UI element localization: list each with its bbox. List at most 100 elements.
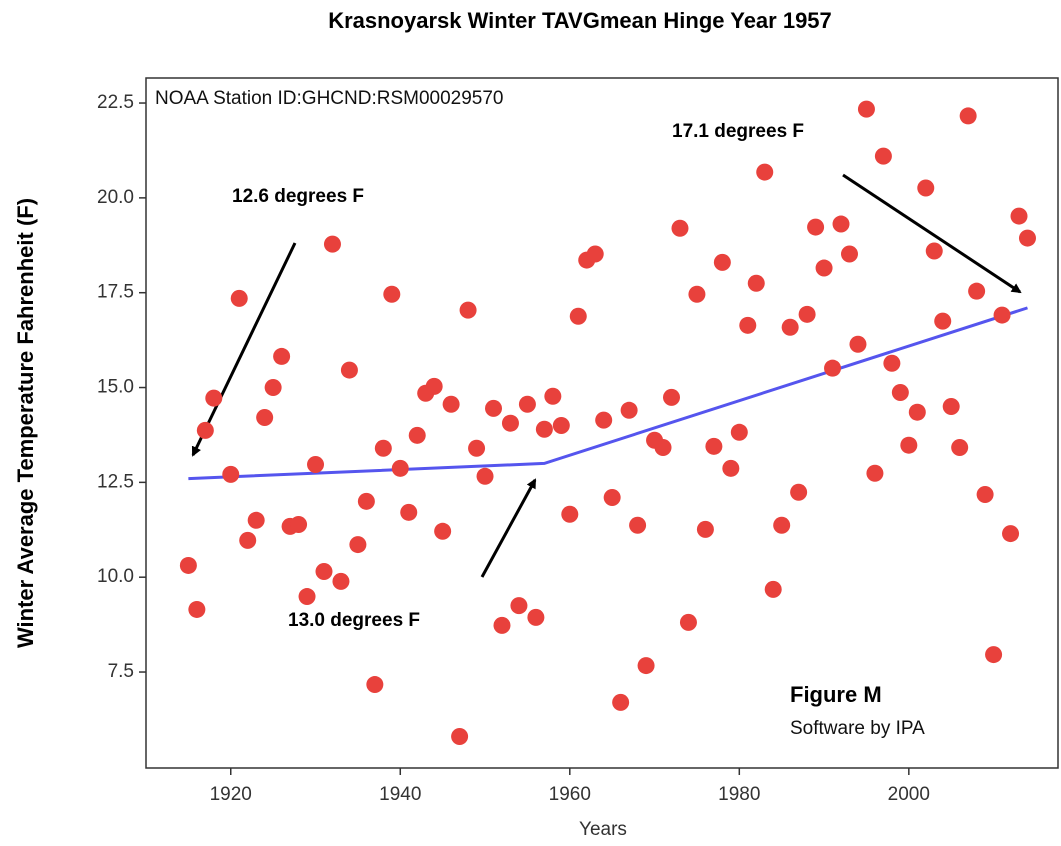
data-point (383, 285, 401, 303)
data-point (323, 235, 341, 253)
x-tick-label: 1940 (379, 784, 421, 805)
y-axis-label: Winter Average Temperature Fahrenheit (F… (13, 198, 38, 648)
data-point (968, 282, 986, 300)
data-point (535, 420, 553, 438)
x-axis-label: Years (579, 819, 627, 840)
data-point (451, 728, 469, 746)
data-point (807, 218, 825, 236)
y-tick-label: 22.5 (97, 92, 134, 113)
data-point (917, 179, 935, 197)
y-tick-label: 15.0 (97, 377, 134, 398)
arrow (842, 173, 1022, 294)
data-point (849, 335, 867, 353)
data-point (256, 408, 274, 426)
data-point (654, 438, 672, 456)
data-point (391, 459, 409, 477)
data-point (925, 242, 943, 260)
annotation: 13.0 degrees F (288, 610, 420, 631)
data-point (883, 354, 901, 372)
y-tick-label: 7.5 (108, 661, 134, 682)
data-point (866, 464, 884, 482)
data-point (781, 318, 799, 336)
data-point (857, 100, 875, 118)
data-point (425, 377, 443, 395)
data-point (366, 676, 384, 694)
data-point (239, 531, 257, 549)
station-id: NOAA Station ID:GHCND:RSM00029570 (155, 88, 504, 109)
data-point (552, 416, 570, 434)
data-point (188, 600, 206, 618)
data-point (798, 305, 816, 323)
data-point (603, 489, 621, 507)
data-point (629, 516, 647, 534)
data-point (739, 316, 757, 334)
data-point (637, 657, 655, 675)
data-point (713, 253, 731, 271)
data-point (247, 511, 265, 529)
data-point (840, 245, 858, 263)
plot-frame (145, 77, 1059, 769)
data-point (518, 395, 536, 413)
annotation: 12.6 degrees F (232, 186, 364, 207)
credit: Software by IPA (790, 718, 925, 739)
data-point (620, 401, 638, 419)
x-tick-label: 1980 (718, 784, 760, 805)
data-point (1002, 525, 1020, 543)
data-point (374, 439, 392, 457)
data-point (663, 388, 681, 406)
data-point (476, 467, 494, 485)
data-point (824, 359, 842, 377)
data-point (993, 306, 1011, 324)
data-point (357, 492, 375, 510)
data-point (290, 515, 308, 533)
data-point (408, 426, 426, 444)
data-point (612, 693, 630, 711)
data-point (832, 215, 850, 233)
data-point (264, 379, 282, 397)
data-point (773, 516, 791, 534)
data-point (942, 397, 960, 415)
data-point (908, 403, 926, 421)
annotation: 17.1 degrees F (672, 121, 804, 142)
data-point (671, 219, 689, 237)
arrow (191, 242, 297, 457)
data-point (900, 436, 918, 454)
y-tick-label: 20.0 (97, 187, 134, 208)
data-point (959, 107, 977, 125)
hinge-line (188, 306, 1028, 481)
x-tick-label: 1960 (549, 784, 591, 805)
y-tick-label: 17.5 (97, 282, 134, 303)
data-point (688, 285, 706, 303)
data-point (756, 163, 774, 181)
data-point (569, 307, 587, 325)
data-point (934, 312, 952, 330)
chart-title: Krasnoyarsk Winter TAVGmean Hinge Year 1… (328, 8, 832, 33)
data-point (985, 646, 1003, 664)
data-point (544, 387, 562, 405)
data-point (434, 522, 452, 540)
data-point (561, 505, 579, 523)
data-point (501, 414, 519, 432)
data-point (679, 613, 697, 631)
data-point (298, 588, 316, 606)
data-point (595, 411, 613, 429)
data-point (315, 563, 333, 581)
data-point (874, 147, 892, 165)
x-tick-label: 2000 (888, 784, 930, 805)
arrow (480, 478, 537, 578)
data-point (951, 438, 969, 456)
data-point (179, 556, 197, 574)
data-point (722, 459, 740, 477)
data-point (400, 503, 418, 521)
data-point (527, 608, 545, 626)
y-tick-label: 12.5 (97, 471, 134, 492)
data-point (442, 395, 460, 413)
data-point (205, 389, 223, 407)
data-point (815, 259, 833, 277)
data-point (468, 439, 486, 457)
data-point (705, 437, 723, 455)
data-point (976, 486, 994, 504)
y-tick-label: 10.0 (97, 566, 134, 587)
data-point (586, 245, 604, 263)
